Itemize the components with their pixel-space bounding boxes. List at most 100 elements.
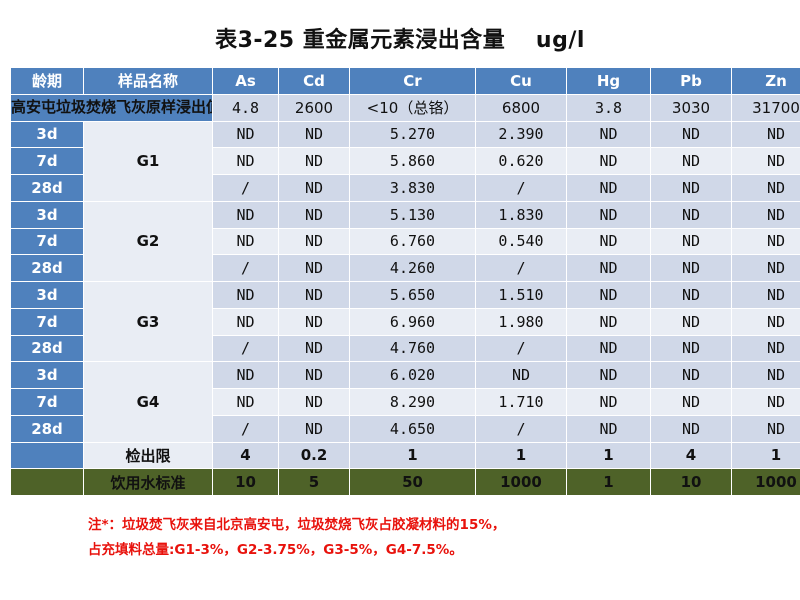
- value-cell: ND: [476, 362, 566, 388]
- age-cell: 3d: [11, 362, 83, 388]
- value-cell: ND: [732, 255, 800, 281]
- header-row: 龄期 样品名称 As Cd Cr Cu Hg Pb Zn: [11, 68, 800, 94]
- value-cell: 0.540: [476, 228, 566, 255]
- value-cell: ND: [732, 415, 800, 442]
- standard-value-cell: 10: [213, 469, 278, 495]
- table-row: 28d / ND 4.650/ND ND ND: [11, 415, 800, 442]
- original-value-cu: 6800: [476, 94, 566, 121]
- table-row: 3d G4 ND ND 6.020 ND ND ND ND: [11, 362, 800, 442]
- standard-spacer: [11, 469, 83, 495]
- original-value-pb: 3030: [651, 94, 731, 121]
- table-row: 7d ND ND 8.290 1.710 ND ND ND: [11, 389, 800, 415]
- table-title: 表3-25 重金属元素浸出含量 ug/l: [215, 28, 585, 53]
- table-row: 28d / ND 4.260/ND ND ND: [11, 255, 800, 281]
- limit-value-cell: 1: [567, 442, 650, 469]
- value-cell: ND: [279, 201, 349, 228]
- original-value-cd: 2600: [279, 94, 349, 121]
- original-value-zn: 31700: [732, 94, 800, 121]
- value-cell: /: [213, 255, 278, 281]
- value-cell: ND: [279, 175, 349, 201]
- value-cell: ND: [279, 308, 349, 335]
- value-cell: ND: [279, 282, 349, 308]
- value-cell: 8.290: [350, 389, 475, 415]
- value-cell: ND: [213, 201, 278, 228]
- header-sample-name: 样品名称: [84, 68, 212, 94]
- value-cell: ND: [213, 308, 278, 335]
- group-name-cell: G4: [84, 362, 212, 442]
- value-cell: ND: [651, 362, 731, 388]
- original-value-hg: 3.8: [567, 94, 650, 121]
- age-cell: 28d: [11, 335, 83, 362]
- value-cell: ND: [279, 389, 349, 415]
- value-cell: ND: [567, 201, 650, 228]
- value-cell: 0.620: [476, 148, 566, 174]
- value-cell: ND: [732, 228, 800, 255]
- group-name-cell: G2: [84, 201, 212, 281]
- value-cell: /: [213, 335, 278, 362]
- standard-value-cell: 10: [651, 469, 731, 495]
- table-row: 3d G2 ND ND 5.130 1.830 ND ND ND: [11, 201, 800, 281]
- table-row: 7d ND ND 6.760 0.540 ND ND ND: [11, 228, 800, 255]
- value-cell: /: [213, 175, 278, 201]
- original-value-as: 4.8: [213, 94, 278, 121]
- value-cell: 5.860: [350, 148, 475, 174]
- value-cell: ND: [567, 389, 650, 415]
- table-row: 28d / ND 4.760/ND ND ND: [11, 335, 800, 362]
- value-cell: 5.130: [350, 201, 475, 228]
- standard-value-cell: 5: [279, 469, 349, 495]
- value-cell: ND: [732, 121, 800, 148]
- standard-value-cell: 1: [567, 469, 650, 495]
- header-col-hg: Hg: [567, 68, 650, 94]
- header-col-cr: Cr: [350, 68, 475, 94]
- age-cell: 3d: [11, 201, 83, 228]
- original-value-cr: <10（总铬）: [350, 94, 475, 121]
- value-cell: ND: [279, 415, 349, 442]
- value-cell: ND: [651, 175, 731, 201]
- header-col-zn: Zn: [732, 68, 800, 94]
- value-cell: ND: [732, 282, 800, 308]
- limit-value-cell: 1: [732, 442, 800, 469]
- value-cell: ND: [213, 228, 278, 255]
- value-cell: ND: [567, 148, 650, 174]
- value-cell: ND: [567, 415, 650, 442]
- drinking-water-standard-row: 饮用水标准 10 5 50 1000 1 10 1000: [11, 469, 800, 495]
- value-cell: ND: [732, 201, 800, 228]
- detection-limit-row: 检出限 4 0.2 1 1 1 4 1: [11, 442, 800, 469]
- value-cell: /: [476, 415, 566, 442]
- value-cell: ND: [213, 282, 278, 308]
- age-cell: 7d: [11, 148, 83, 174]
- value-cell: 3.830: [350, 175, 475, 201]
- value-cell: /: [213, 415, 278, 442]
- value-cell: 6.760: [350, 228, 475, 255]
- standard-value-cell: 1000: [732, 469, 800, 495]
- limit-value-cell: 1: [350, 442, 475, 469]
- value-cell: ND: [651, 148, 731, 174]
- header-col-cd: Cd: [279, 68, 349, 94]
- header-col-cu: Cu: [476, 68, 566, 94]
- value-cell: 5.270: [350, 121, 475, 148]
- value-cell: ND: [651, 415, 731, 442]
- value-cell: ND: [567, 308, 650, 335]
- value-cell: 4.650: [350, 415, 475, 442]
- value-cell: ND: [732, 362, 800, 388]
- value-cell: ND: [279, 121, 349, 148]
- age-cell: 7d: [11, 308, 83, 335]
- value-cell: ND: [213, 121, 278, 148]
- standard-label: 饮用水标准: [84, 469, 212, 495]
- value-cell: ND: [651, 121, 731, 148]
- value-cell: /: [476, 175, 566, 201]
- value-cell: ND: [567, 228, 650, 255]
- age-cell: 3d: [11, 282, 83, 308]
- value-cell: 1.980: [476, 308, 566, 335]
- table-row: 3d G3 ND ND 5.650 1.510 ND ND ND: [11, 282, 800, 362]
- original-row: 高安屯垃圾焚烧飞灰原样浸出值 4.8 2600 <10（总铬） 6800 3.8…: [11, 94, 800, 121]
- age-cell: 3d: [11, 121, 83, 148]
- value-cell: 6.020: [350, 362, 475, 388]
- standard-value-cell: 1000: [476, 469, 566, 495]
- table-row: 28d / ND 3.830/ND ND ND: [11, 175, 800, 201]
- value-cell: /: [476, 335, 566, 362]
- table-row: 7d ND ND 5.860 0.620 ND ND ND: [11, 148, 800, 174]
- value-cell: ND: [567, 335, 650, 362]
- limit-value-cell: 4: [651, 442, 731, 469]
- age-cell: 7d: [11, 389, 83, 415]
